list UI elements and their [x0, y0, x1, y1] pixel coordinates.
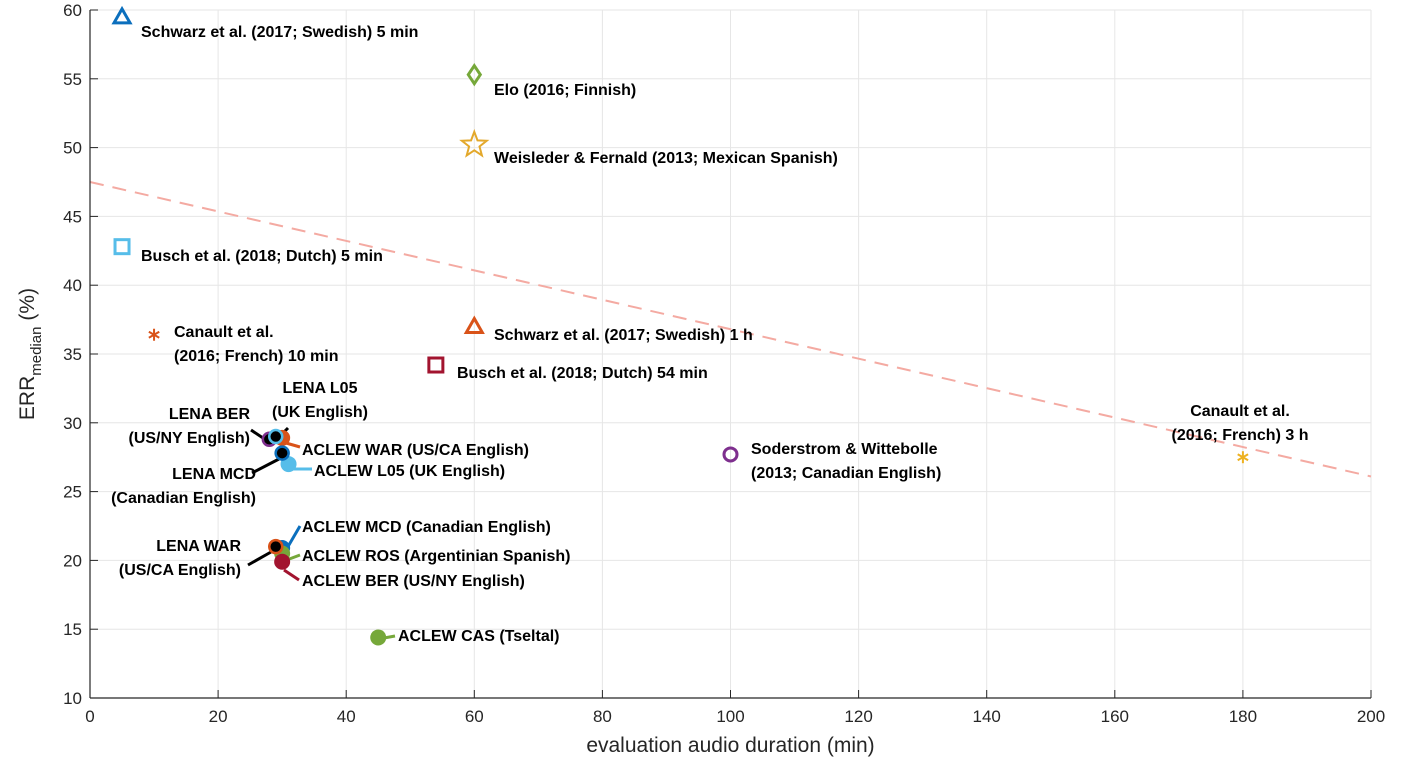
- x-tick-label: 20: [209, 707, 228, 726]
- leader-line: [285, 441, 301, 449]
- y-tick-label: 35: [63, 345, 82, 364]
- trend-line: [89, 181, 1372, 478]
- point-label: ACLEW MCD (Canadian English): [302, 519, 551, 536]
- y-tick-label: 25: [63, 483, 82, 502]
- x-tick-label: 0: [85, 707, 94, 726]
- point-label: LENA WAR (US/CA English): [119, 538, 242, 579]
- asterisk-marker: [1237, 451, 1249, 464]
- y-tick-label: 60: [63, 1, 82, 20]
- x-tick-label: 140: [973, 707, 1001, 726]
- y-tick-label: 55: [63, 70, 82, 89]
- x-tick-label: 200: [1357, 707, 1385, 726]
- axes: 0 20 40 60 80 100 120 140 160 180 200 10 15 20 25 30 35 4…: [63, 1, 1385, 726]
- circle-marker: [722, 446, 739, 463]
- point-label: ACLEW ROS (Argentinian Spanish): [302, 548, 570, 565]
- x-tick-label: 40: [337, 707, 356, 726]
- point-label: Canault et al. (2016; French) 10 min: [174, 324, 339, 365]
- ring-circle-marker: [267, 428, 284, 445]
- filled-circle-marker: [370, 629, 387, 646]
- point-label: Weisleder & Fernald (2013; Mexican Spani…: [494, 150, 838, 167]
- point-label: Busch et al. (2018; Dutch) 5 min: [141, 248, 383, 265]
- leader-line: [247, 550, 272, 567]
- point-label: ACLEW CAS (Tseltal): [398, 628, 559, 645]
- ring-circle-marker: [274, 445, 290, 461]
- y-tick-label: 20: [63, 551, 82, 570]
- point-label: Elo (2016; Finnish): [494, 82, 636, 99]
- square-marker: [113, 238, 131, 256]
- ring-circle-marker: [267, 538, 284, 555]
- triangle-marker: [111, 5, 133, 25]
- y-tick-label: 15: [63, 620, 82, 639]
- point-label: LENA L05 (UK English): [272, 380, 368, 421]
- y-axis-title-unit: (%): [16, 288, 39, 321]
- asterisk-marker: [148, 328, 160, 341]
- triangle-marker: [463, 315, 485, 334]
- point-label: Schwarz et al. (2017; Swedish) 1 h: [494, 327, 753, 344]
- point-label: ACLEW BER (US/NY English): [302, 573, 525, 590]
- x-tick-label: 80: [593, 707, 612, 726]
- y-tick-label: 30: [63, 414, 82, 433]
- point-label: Soderstrom & Wittebolle (2013; Canadian E…: [751, 441, 941, 482]
- filled-circle-marker: [274, 553, 291, 570]
- y-axis-title-main: ERR: [16, 376, 39, 420]
- x-tick-label: 120: [844, 707, 872, 726]
- point-label: LENA BER (US/NY English): [129, 406, 251, 447]
- leader-line: [283, 568, 300, 582]
- leader-line: [251, 457, 280, 475]
- point-labels: Schwarz et al. (2017; Swedish) 5 min Elo …: [111, 24, 1308, 645]
- y-tick-label: 50: [63, 139, 82, 158]
- x-tick-label: 60: [465, 707, 484, 726]
- square-marker: [427, 356, 445, 374]
- y-tick-label: 45: [63, 207, 82, 226]
- x-tick-label: 160: [1101, 707, 1129, 726]
- y-axis-title: ERRmedian (%): [16, 288, 45, 420]
- point-label: ACLEW WAR (US/CA English): [302, 442, 529, 459]
- y-axis-title-subscript: median: [28, 327, 45, 376]
- y-tick-label: 10: [63, 689, 82, 708]
- point-label: ACLEW L05 (UK English): [314, 463, 505, 480]
- y-tick-label: 40: [63, 276, 82, 295]
- point-label: Canault et al. (2016; French) 3 h: [1172, 403, 1309, 444]
- x-axis-title: evaluation audio duration (min): [586, 734, 874, 757]
- point-label: Schwarz et al. (2017; Swedish) 5 min: [141, 24, 418, 41]
- x-tick-label: 100: [716, 707, 744, 726]
- point-label: Busch et al. (2018; Dutch) 54 min: [457, 365, 708, 382]
- x-tick-label: 180: [1229, 707, 1257, 726]
- point-label: LENA MCD (Canadian English): [111, 466, 256, 507]
- diamond-marker: [466, 62, 483, 87]
- data-markers: [111, 5, 1249, 646]
- star-marker: [459, 128, 490, 158]
